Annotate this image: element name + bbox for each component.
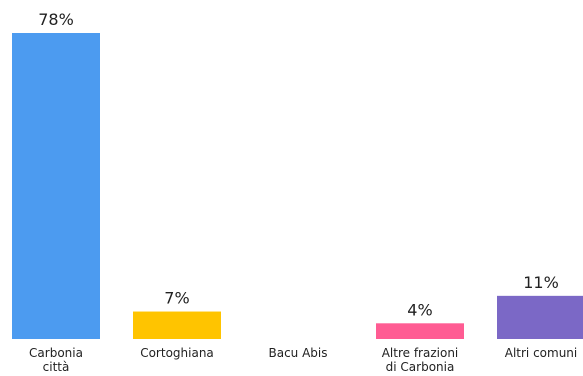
bars-group [12, 33, 583, 339]
category-labels-group: Carbonia città Cortoghiana Bacu Abis Altre f… [29, 346, 577, 374]
data-label-1: 78% [38, 10, 74, 29]
value-labels-group: 78% 7% 4% 11% [38, 10, 559, 319]
category-label-3: Bacu Abis [268, 346, 327, 360]
bar-4 [376, 323, 464, 339]
data-label-5: 11% [523, 273, 559, 292]
bar-1 [12, 33, 100, 339]
bar-2 [133, 311, 221, 339]
bar-5 [497, 295, 583, 339]
data-label-4: 4% [407, 300, 432, 319]
data-label-2: 7% [164, 289, 189, 308]
category-label-5: Altri comuni [505, 346, 578, 360]
category-label-4: Altre frazioni di Carbonia [382, 346, 459, 374]
category-label-1: Carbonia città [29, 346, 83, 374]
category-label-2: Cortoghiana [140, 346, 214, 360]
